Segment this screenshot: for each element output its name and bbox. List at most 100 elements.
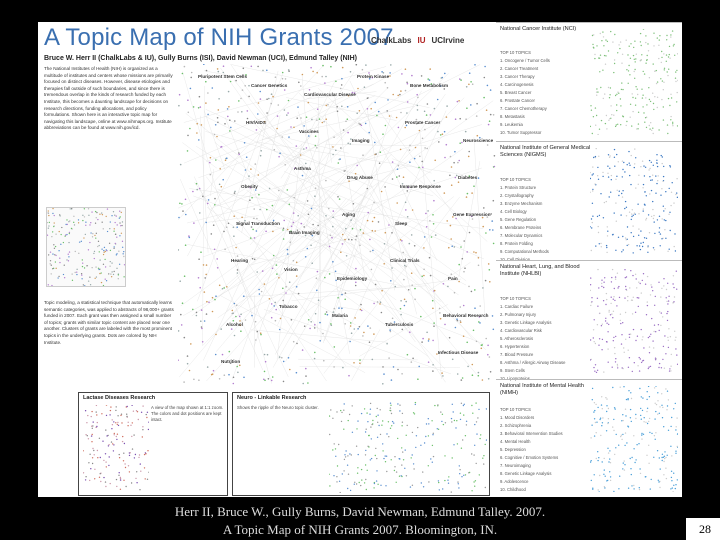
topic-item: 2. Crystallography [500,193,534,198]
map-dot [652,340,654,342]
map-dot [646,422,649,425]
map-dot [618,92,620,94]
map-dot [94,277,96,279]
map-dot [397,368,399,371]
map-dot [478,474,480,476]
map-dot [492,242,495,245]
map-dot [474,64,476,66]
map-dot [672,121,674,124]
map-dot [58,275,60,278]
map-edge [338,306,364,311]
map-dot [122,435,124,438]
map-dot [621,53,624,55]
panel-nhlbi: National Heart, Lung, and Blood Institut… [496,260,682,381]
map-dot [590,171,591,174]
map-dot [282,238,285,240]
map-dot [656,162,658,164]
map-dot [100,272,102,274]
map-dot [61,226,63,229]
topic-item: 10. Lipoproteins [500,376,530,381]
map-dot [346,118,349,120]
map-dot [198,187,201,190]
map-dot [465,196,468,198]
map-edge [206,95,376,162]
map-dot [224,123,226,125]
topics-label: TOP 10 TOPICS [500,177,531,182]
map-dot [336,110,339,113]
map-dot [301,349,304,351]
map-dot [590,277,592,279]
map-dot [648,462,650,464]
map-dot [260,333,262,336]
map-dot [48,214,50,217]
map-topic-label: Aging [342,212,355,217]
map-dot [259,332,262,335]
map-dot [590,461,592,463]
map-dot [218,183,221,186]
map-dot [655,410,657,413]
map-dot [615,178,617,180]
map-dot [663,69,665,71]
map-dot [394,466,396,468]
map-dot [200,124,203,126]
map-dot [663,460,665,463]
map-dot [144,452,147,454]
map-dot [301,174,304,177]
map-dot [303,148,305,150]
map-dot [620,105,622,107]
map-dot [139,489,141,491]
map-dot [268,298,271,300]
map-dot [630,392,632,394]
map-dot [337,196,339,198]
map-dot [401,421,404,423]
map-dot [466,251,469,253]
map-dot [615,249,617,251]
map-dot [232,376,235,379]
map-dot [475,421,478,423]
map-dot [432,455,435,458]
map-edge [323,196,460,374]
map-dot [618,488,620,490]
map-dot [626,226,629,228]
map-dot [657,324,660,326]
map-dot [54,261,57,263]
map-dot [345,227,347,230]
map-dot [670,97,673,99]
map-dot [128,454,131,457]
map-dot [657,479,659,481]
map-dot [615,433,617,436]
map-dot [672,45,675,47]
map-dot [635,58,637,60]
map-dot [47,254,50,256]
topic-item: 10. Tumor Suppressor [500,130,542,135]
map-dot [644,117,647,119]
map-dot [205,273,207,276]
map-dot [244,219,246,222]
map-dot [466,341,469,344]
map-dot [600,246,602,248]
map-dot [199,106,202,108]
map-dot [70,208,73,209]
map-dot [642,29,645,30]
map-dot [260,150,262,152]
map-dot [84,410,87,412]
map-dot [634,311,637,313]
map-dot [463,403,465,405]
map-dot [257,102,260,104]
map-dot [457,483,459,485]
map-dot [369,413,371,415]
map-dot [253,217,255,220]
map-dot [365,488,367,491]
map-dot [649,193,651,195]
map-dot [676,178,678,180]
map-dot [597,406,599,409]
map-dot [51,235,53,238]
map-dot [332,261,334,263]
map-dot [377,483,379,485]
map-dot [643,421,645,423]
map-dot [618,190,620,192]
map-edge [226,169,353,312]
map-dot [179,202,181,205]
map-dot [464,130,467,133]
map-dot [220,328,222,330]
